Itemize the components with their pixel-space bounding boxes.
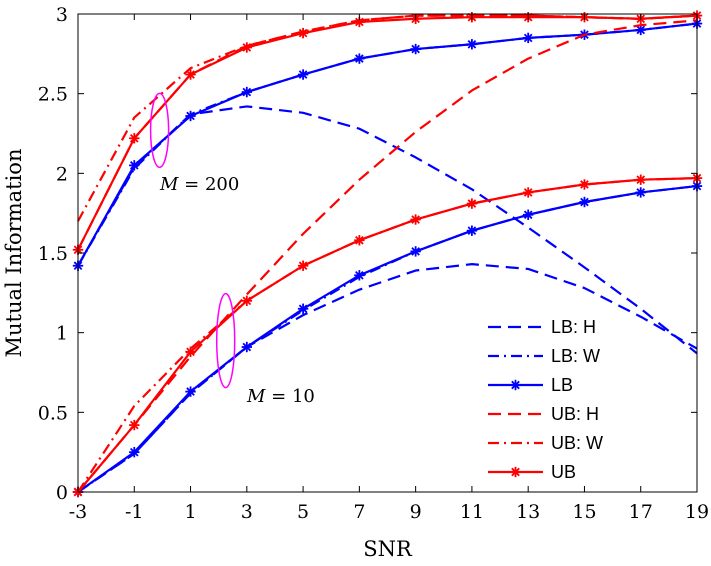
annotation-value-m200: = 200 — [178, 174, 239, 195]
data-point-lb-m10 — [579, 196, 590, 208]
legend-marker-ub — [510, 466, 521, 478]
legend-label-ub-h: UB: H — [551, 404, 599, 424]
legend-label-lb: LB — [551, 375, 573, 395]
x-tick-label: 11 — [460, 501, 484, 523]
data-point-lb-m200 — [410, 43, 421, 55]
legend-item-lb: LB — [488, 375, 573, 395]
legend-label-ub: UB — [551, 462, 576, 482]
y-tick-label: 3 — [56, 4, 68, 26]
x-tick-label: -1 — [125, 501, 144, 523]
data-point-lb-m10 — [241, 341, 253, 353]
series-layer — [72, 10, 703, 498]
data-point-lb-m200 — [129, 160, 140, 171]
annotation-var-m200: M — [159, 174, 179, 195]
data-point-ub-m10 — [466, 198, 478, 209]
y-tick-label: 1.5 — [38, 243, 68, 265]
legend-item-ub: UB — [488, 462, 576, 482]
data-point-lb-m200 — [466, 39, 478, 50]
legend-item-lb-w: LB: W — [488, 346, 600, 366]
data-point-ub-m10 — [522, 187, 534, 198]
series-ub-h-m10 — [77, 19, 698, 493]
annotation-value-m10: = 10 — [265, 386, 314, 407]
data-point-ub-m200 — [241, 42, 253, 53]
annotation-ellipse-m200 — [149, 92, 170, 169]
annotation-label-m200: M = 200 — [159, 174, 239, 195]
data-point-ub-m10 — [579, 179, 590, 190]
data-point-lb-m10 — [522, 209, 534, 220]
x-tick-label: 17 — [629, 501, 653, 523]
x-tick-label: 3 — [241, 501, 253, 523]
series-lb-h-m10 — [77, 263, 698, 493]
data-point-lb-m200 — [185, 110, 196, 122]
x-tick-label: 19 — [685, 501, 709, 523]
data-point-lb-m200 — [354, 53, 365, 64]
x-tick-label: 5 — [297, 501, 309, 523]
legend-item-ub-h: UB: H — [488, 404, 599, 424]
data-point-lb-m10 — [466, 225, 478, 236]
data-point-lb-m200 — [241, 86, 253, 98]
legend-label-ub-w: UB: W — [551, 433, 603, 453]
x-tick-label: 9 — [410, 501, 422, 523]
data-point-ub-m200 — [129, 133, 140, 144]
y-tick-label: 2.5 — [38, 84, 68, 106]
series-ub-m10 — [72, 172, 703, 498]
y-tick-label: 1 — [56, 323, 68, 345]
data-point-ub-m10 — [635, 174, 646, 185]
series-line-lb-m200 — [77, 22, 698, 267]
data-point-ub-m10 — [241, 295, 253, 306]
annotation-var-m10: M — [246, 386, 266, 407]
annotation-ellipse-m10 — [215, 292, 236, 389]
data-point-lb-m10 — [129, 446, 140, 458]
data-point-lb-m10 — [297, 303, 309, 314]
data-point-lb-m10 — [410, 246, 421, 257]
legend-item-ub-w: UB: W — [488, 433, 603, 453]
y-tick-label: 2 — [56, 163, 68, 185]
legend-label-lb-w: LB: W — [551, 346, 600, 366]
series-lb-m200 — [72, 18, 703, 271]
data-point-ub-m200 — [185, 69, 196, 80]
x-tick-label: 7 — [353, 501, 365, 523]
data-point-ub-m10 — [185, 346, 196, 357]
data-point-ub-m10 — [354, 235, 365, 246]
data-point-ub-m200 — [297, 27, 309, 39]
series-lb-m10 — [72, 180, 703, 498]
data-point-lb-m200 — [297, 69, 309, 80]
x-tick-label: 13 — [516, 501, 540, 523]
series-line-ub-h-m10 — [77, 19, 698, 493]
legend-label-lb-h: LB: H — [551, 317, 596, 337]
legend-item-lb-h: LB: H — [488, 317, 596, 337]
legend: LB: H LB: W LB UB: H UB: W UB — [488, 317, 603, 482]
data-point-ub-m10 — [129, 419, 140, 431]
y-tick-label: 0 — [56, 482, 68, 504]
y-tick-label: 0.5 — [38, 402, 68, 424]
data-point-ub-m10 — [297, 260, 309, 271]
series-line-lb-m10 — [77, 184, 698, 493]
data-point-lb-m10 — [635, 187, 646, 198]
series-line-lb-h-m10 — [77, 263, 698, 493]
data-point-ub-m10 — [410, 214, 421, 225]
x-tick-label: 1 — [184, 501, 196, 523]
data-point-lb-m10 — [185, 386, 196, 397]
data-point-lb-m200 — [522, 32, 534, 44]
legend-marker-lb — [510, 379, 521, 391]
x-tick-label: -3 — [69, 501, 88, 523]
series-line-ub-m200 — [77, 14, 698, 251]
annotation-label-m10: M = 10 — [246, 386, 315, 407]
x-tick-label: 15 — [572, 501, 596, 523]
x-axis-label: SNR — [363, 537, 413, 561]
y-axis-label: Mutual Information — [2, 149, 26, 358]
data-point-lb-m200 — [635, 24, 646, 36]
series-line-ub-m10 — [77, 177, 698, 493]
data-point-lb-m10 — [354, 270, 365, 281]
